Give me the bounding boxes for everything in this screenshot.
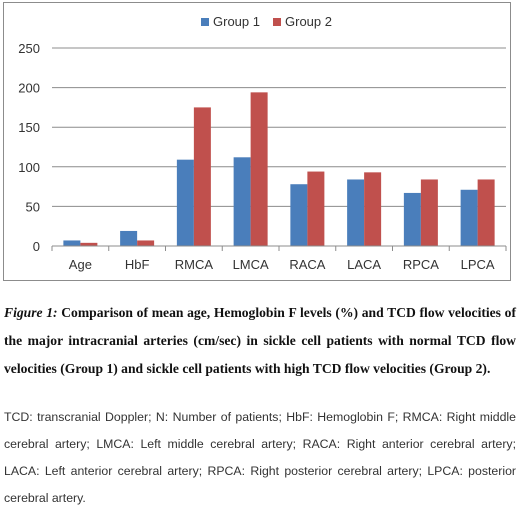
chart-container: Group 1 Group 2 0 50 100 150 200 250 Age HbF RMC… bbox=[3, 2, 511, 281]
bar-1-rmca bbox=[176, 159, 194, 246]
bar-1-laca bbox=[347, 179, 365, 246]
legend-label: Group 1 bbox=[213, 14, 260, 29]
bar-2-rmca bbox=[193, 107, 211, 247]
x-tick-label: LACA bbox=[347, 257, 381, 272]
bar-2-laca bbox=[364, 172, 382, 246]
y-tick-label: 150 bbox=[18, 120, 40, 135]
legend-swatch bbox=[201, 18, 209, 26]
bar-1-hbf bbox=[120, 230, 138, 246]
bar-chart: Group 1 Group 2 0 50 100 150 200 250 Age HbF RMC… bbox=[18, 14, 507, 272]
x-tick-label: HbF bbox=[125, 257, 150, 272]
bar-1-raca bbox=[290, 184, 308, 246]
abbreviations-note: TCD: transcranial Doppler; N: Number of … bbox=[4, 410, 516, 505]
bar-2-lmca bbox=[250, 92, 268, 247]
y-tick-label: 50 bbox=[26, 199, 40, 214]
y-tick-label: 200 bbox=[18, 81, 40, 96]
x-tick-label: RACA bbox=[289, 257, 325, 272]
bar-1-age bbox=[63, 240, 81, 246]
x-axis-ticks: Age HbF RMCA LMCA RACA LACA RPCA LPCA bbox=[69, 257, 495, 272]
x-tick-label: RMCA bbox=[175, 257, 214, 272]
y-tick-label: 100 bbox=[18, 160, 40, 175]
legend-swatch bbox=[273, 18, 281, 26]
legend: Group 1 Group 2 bbox=[201, 14, 332, 29]
x-tick-label: Age bbox=[69, 257, 92, 272]
x-tick-label: LMCA bbox=[233, 257, 269, 272]
legend-label: Group 2 bbox=[285, 14, 332, 29]
bar-2-lpca bbox=[477, 179, 495, 246]
y-tick-label: 250 bbox=[18, 41, 40, 56]
bar-2-age bbox=[80, 242, 98, 246]
x-tick-label: LPCA bbox=[461, 257, 495, 272]
bar-1-rpca bbox=[403, 192, 421, 246]
y-tick-label: 0 bbox=[33, 239, 40, 254]
figure-label: Figure 1: bbox=[4, 305, 58, 320]
y-axis-ticks: 0 50 100 150 200 250 bbox=[18, 41, 40, 254]
x-tick-label: RPCA bbox=[403, 257, 439, 272]
bar-1-lmca bbox=[233, 157, 251, 246]
bar-1-lpca bbox=[460, 189, 478, 246]
bar-2-rpca bbox=[420, 179, 438, 246]
gridlines bbox=[52, 47, 506, 207]
figure-caption: Figure 1: Comparison of mean age, Hemogl… bbox=[4, 299, 516, 383]
bar-2-raca bbox=[307, 171, 325, 246]
x-axis bbox=[51, 245, 507, 251]
caption-text: Comparison of mean age, Hemoglobin F lev… bbox=[4, 305, 516, 376]
bar-2-hbf bbox=[137, 240, 155, 246]
bars bbox=[63, 92, 495, 247]
